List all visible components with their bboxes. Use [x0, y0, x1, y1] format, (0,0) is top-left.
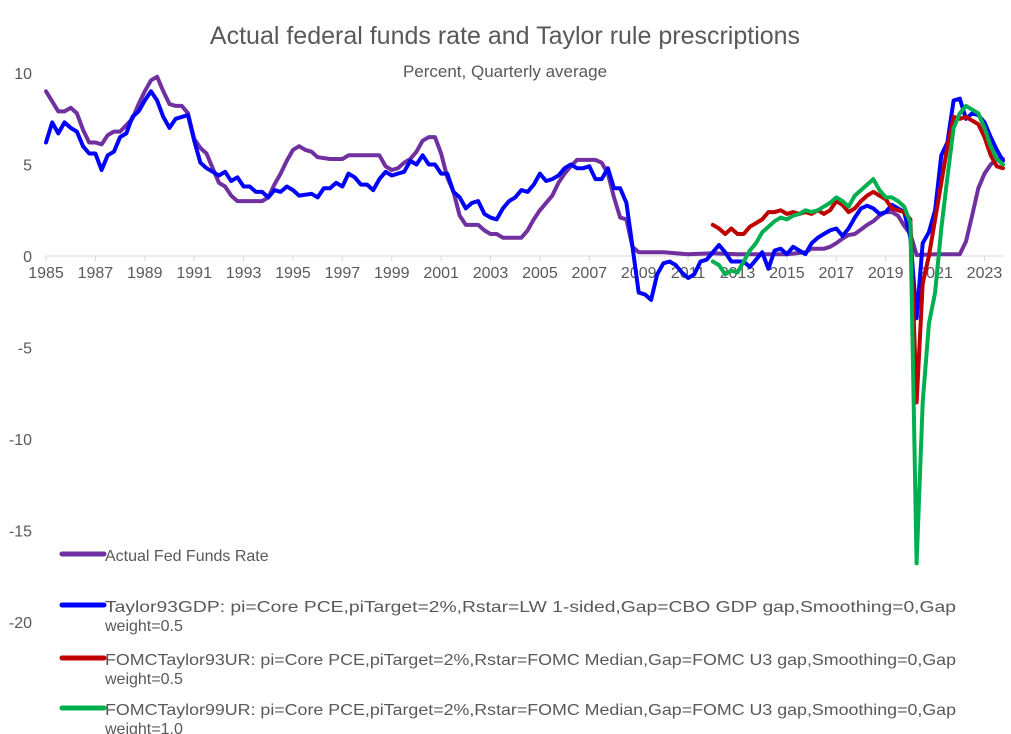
x-tick-label: 2017 — [818, 265, 854, 282]
y-tick-label: -20 — [9, 615, 32, 632]
y-tick-label: 0 — [23, 249, 32, 266]
x-tick-label: 1991 — [176, 265, 212, 282]
x-tick-label: 2005 — [522, 265, 558, 282]
x-tick-label: 1989 — [127, 265, 163, 282]
legend-label: FOMCTaylor93UR: pi=Core PCE,piTarget=2%,… — [105, 652, 956, 669]
legend-label-continued: weight=0.5 — [104, 618, 183, 635]
x-tick-label: 2009 — [621, 265, 657, 282]
x-tick-label: 1999 — [374, 265, 410, 282]
series-line-1 — [44, 74, 1005, 258]
chart-subtitle: Percent, Quarterly average — [403, 62, 607, 81]
legend: Actual Fed Funds Rate Taylor93GDP: pi=Cor… — [59, 548, 956, 734]
y-axis: 10 5 0 -5 -10 -15 -20 — [9, 66, 32, 632]
x-tick-label: 2001 — [423, 265, 459, 282]
legend-label: Actual Fed Funds Rate — [105, 548, 269, 565]
legend-label-continued: weight=0.5 — [104, 671, 183, 688]
x-tick-label: 2023 — [967, 265, 1003, 282]
x-tick-label: 1995 — [275, 265, 311, 282]
series-line-3 — [710, 114, 1005, 405]
y-tick-label: 10 — [14, 66, 32, 83]
y-tick-label: -15 — [9, 524, 32, 541]
x-tick-label: 1997 — [325, 265, 361, 282]
y-tick-label: 5 — [23, 158, 32, 175]
legend-label: FOMCTaylor99UR: pi=Core PCE,piTarget=2%,… — [105, 702, 956, 719]
series-layer — [44, 74, 1005, 566]
series-line-2 — [44, 89, 1005, 321]
y-tick-label: -10 — [9, 432, 32, 449]
x-tick-label: 1985 — [28, 265, 64, 282]
legend-label-continued: weight=1.0 — [104, 721, 183, 734]
x-tick-label: 1987 — [78, 265, 114, 282]
chart-title: Actual federal funds rate and Taylor rul… — [210, 22, 800, 50]
x-tick-label: 2015 — [769, 265, 805, 282]
x-tick-label: 2003 — [473, 265, 509, 282]
x-tick-label: 1993 — [226, 265, 262, 282]
y-tick-label: -5 — [18, 341, 32, 358]
legend-label: Taylor93GDP: pi=Core PCE,piTarget=2%,Rst… — [105, 599, 956, 616]
series-line-4 — [710, 103, 1005, 566]
x-tick-label: 2007 — [572, 265, 608, 282]
x-axis: 1985 1987 1989 1991 1993 1995 1997 1999 2001 2003… — [28, 256, 1002, 282]
x-tick-label: 2019 — [868, 265, 904, 282]
